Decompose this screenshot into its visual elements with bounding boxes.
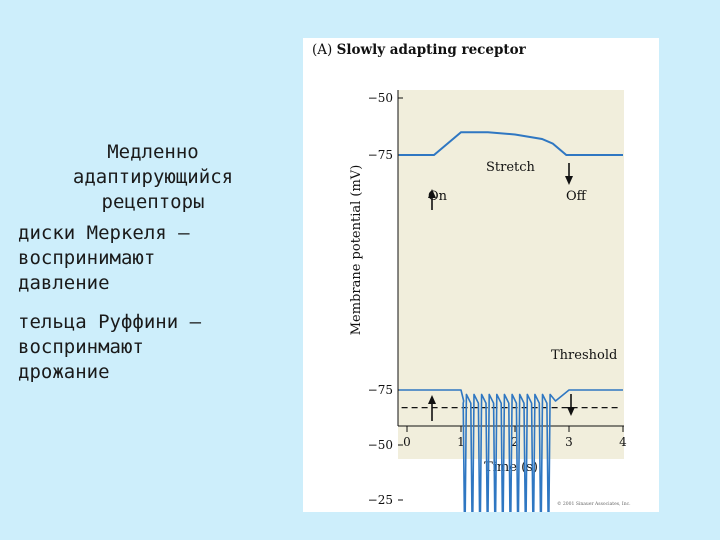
chart-svg: Membrane potential (mV) Time (s) Stretch…	[349, 90, 627, 512]
title-line: рецепторы	[101, 191, 205, 213]
on-arrow-head	[428, 189, 436, 198]
x-tick-label: 4	[619, 435, 627, 449]
stimulus-on-arrow-head	[428, 395, 436, 404]
slide-title: Медленно адаптирующийся рецепторы	[18, 140, 288, 215]
copyright-notice: © 2001 Sinauer Associates, Inc.	[557, 502, 631, 507]
stretch-label: Stretch	[486, 160, 536, 175]
off-label: Off	[566, 189, 588, 204]
upper-y-tick-label: −50	[368, 91, 393, 105]
plot-background	[398, 90, 624, 459]
threshold-label: Threshold	[551, 348, 617, 363]
merkel-line: давление	[18, 272, 110, 294]
x-tick-label: 3	[565, 435, 573, 449]
x-tick-label: 0	[403, 435, 411, 449]
title-line: Медленно	[107, 141, 199, 163]
ruffini-text: тельца Руффини – воспринмают дрожание	[18, 310, 288, 385]
figure-title: (A) Slowly adapting receptor	[312, 42, 526, 58]
slide-text: Медленно адаптирующийся рецепторы диски …	[18, 140, 288, 399]
stretch-trace	[399, 131, 623, 156]
stimulus-off-arrow-head	[567, 407, 575, 416]
merkel-line: диски Меркеля –	[18, 222, 190, 244]
figure-panel: (A) Slowly adapting receptor Membrane po…	[303, 38, 659, 512]
ruffini-line: воспринмают	[18, 336, 144, 358]
upper-y-tick-label: −75	[368, 148, 393, 162]
lower-y-tick-label: −50	[368, 438, 393, 452]
off-arrow-head	[565, 176, 573, 185]
spike-trace	[399, 389, 623, 512]
lower-y-tick-label: −25	[368, 493, 393, 507]
title-line: адаптирующийся	[72, 166, 234, 188]
merkel-line: воспринимают	[18, 247, 156, 269]
x-tick-label: 2	[511, 435, 519, 449]
ruffini-line: дрожание	[18, 361, 110, 383]
ruffini-line: тельца Руффини –	[18, 311, 202, 333]
lower-y-tick-label: −75	[368, 383, 393, 397]
figure-heading: Slowly adapting receptor	[336, 42, 526, 58]
merkel-text: диски Меркеля – воспринимают давление	[18, 221, 288, 296]
panel-label: (A)	[312, 42, 333, 58]
x-tick-label: 1	[457, 435, 465, 449]
y-axis-label: Membrane potential (mV)	[349, 165, 364, 336]
